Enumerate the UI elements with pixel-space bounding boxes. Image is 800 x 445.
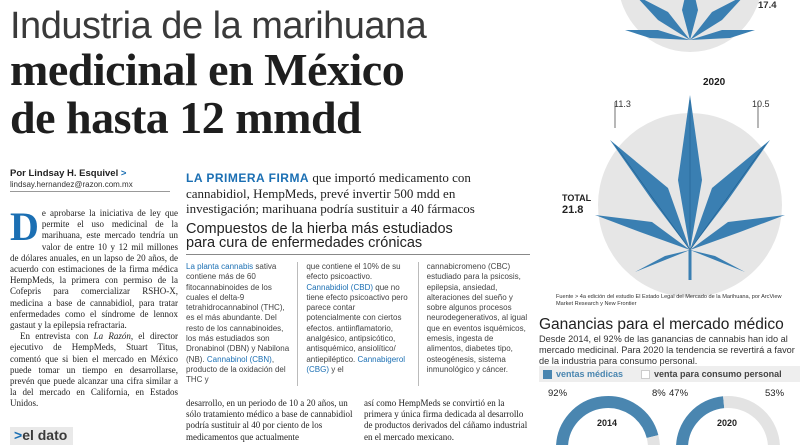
compounds-col-1: La planta cannabis sativa contiene más d… xyxy=(186,262,289,386)
headline-line-1: Industria de la marihuana xyxy=(10,5,427,47)
col-2-text-c: y el xyxy=(328,364,344,374)
leaf-veins xyxy=(614,100,766,251)
year-2014-label: 2014 xyxy=(597,418,618,428)
paragraph-2: En entrevista con La Razón, el director … xyxy=(10,331,178,409)
pct-2014-medical: 92% xyxy=(548,388,568,399)
total-value: 21.8 xyxy=(562,204,584,216)
legend-label-personal: venta para consumo personal xyxy=(654,369,782,379)
headline: Industria de la marihuana medicinal en M… xyxy=(10,6,570,142)
market-infographic xyxy=(595,0,785,297)
arc-2014-medical xyxy=(556,396,659,445)
compounds-box: Compuestos de la hierba más estudiados p… xyxy=(186,222,530,387)
value-10-5: 10.5 xyxy=(752,99,770,109)
source-note: Fuente > 4a edición del estudio El Estad… xyxy=(556,294,782,307)
compounds-title-line-1: Compuestos de la hierba más estudiados xyxy=(186,221,453,237)
col-2-text-b: que no tiene efecto psicoactivo pero par… xyxy=(306,282,408,364)
highlight-cbn: Cannabinol (CBN) xyxy=(206,354,272,364)
author-email[interactable]: lindsay.hernandez@razon.com.mx xyxy=(10,180,133,189)
el-dato-text: el dato xyxy=(22,427,68,443)
year-2020-donut-label: 2020 xyxy=(717,418,738,428)
col-2-text-a: que contiene el 10% de su efecto psicoac… xyxy=(306,262,401,282)
arc-2014-personal xyxy=(646,435,660,445)
pct-2020-personal: 53% xyxy=(765,388,785,399)
headline-line-2: medicinal en México xyxy=(10,44,405,95)
column-divider xyxy=(297,262,299,386)
highlight-cbd: Cannabidiol (CBD) xyxy=(306,282,374,292)
arc-2020-personal xyxy=(723,396,780,445)
byline-arrow-icon: > xyxy=(120,168,127,179)
author-name: Por Lindsay H. Esquivel xyxy=(10,168,119,179)
paragraph-2-publication: La Razón xyxy=(93,331,131,342)
highlight-cannabis: La planta cannabis xyxy=(186,262,254,271)
value-11-3: 11.3 xyxy=(614,99,631,109)
compounds-col-3: cannabicromeno (CBC) estudiado para la p… xyxy=(427,262,530,386)
el-dato-arrow-icon: > xyxy=(14,427,23,443)
compounds-title-line-2: para cura de enfermedades crónicas xyxy=(186,235,423,251)
earnings-title: Ganancias para el mercado médico xyxy=(539,316,784,333)
compounds-columns: La planta cannabis sativa contiene más d… xyxy=(186,262,530,386)
year-2020-label: 2020 xyxy=(703,77,726,88)
total-label: TOTAL xyxy=(562,193,592,203)
highlight-cbg: Cannabigerol (CBG) xyxy=(306,354,406,374)
article-deck: LA PRIMERA FIRMA que importó medicamento… xyxy=(186,170,526,216)
column-divider xyxy=(417,262,419,386)
headline-line-3: de hasta 12 mmdd xyxy=(10,92,362,143)
col-1-text-a: sativa contiene más de 60 fitocannabinoi… xyxy=(186,262,290,364)
article-body-bottom-1: desarrollo, en un periodo de 10 a 20 año… xyxy=(186,398,353,442)
paragraph-2-text-a: En entrevista con xyxy=(20,331,94,342)
legend-swatch-personal xyxy=(641,369,651,379)
earnings-donut-chart xyxy=(556,396,780,445)
col-3-text: cannabicromeno (CBC) estudiado para la p… xyxy=(426,262,528,374)
paragraph-2-text-b: , el director ejecutivo de HempMeds, Stu… xyxy=(10,331,178,409)
pct-2020-medical: 47% xyxy=(669,388,689,399)
leaf-icon-top xyxy=(625,0,755,40)
col-1-text-b: , producto de la oxidación del THC y xyxy=(186,354,286,385)
deck-text: que importó medicamento con cannabidiol,… xyxy=(186,170,475,216)
byline: Por Lindsay H. Esquivel > xyxy=(10,168,126,179)
el-dato-label: >el dato xyxy=(10,427,74,445)
paragraph-1-text: e aprobarse la iniciativa de ley que per… xyxy=(10,208,178,331)
arc-2020-medical xyxy=(676,396,725,445)
earnings-subtitle: Desde 2014, el 92% de las ganancias de c… xyxy=(539,334,795,366)
deck-lead: LA PRIMERA FIRMA xyxy=(186,171,310,185)
article-body-bottom-2: así como HempMeds se convirtió en la pri… xyxy=(364,398,528,442)
value-17-4: 17.4 xyxy=(758,0,777,11)
compounds-box-rule xyxy=(186,254,530,255)
compounds-box-title: Compuestos de la hierba más estudiados p… xyxy=(186,221,530,251)
earnings-legend: ventas médicas venta para consumo person… xyxy=(539,366,800,382)
compounds-col-2: que contiene el 10% de su efecto psicoac… xyxy=(306,262,409,386)
drop-cap: D xyxy=(10,204,39,249)
legend-label-medical: ventas médicas xyxy=(556,369,624,379)
pct-2014-personal: 8% xyxy=(652,388,666,399)
byline-divider xyxy=(10,191,170,192)
legend-swatch-medical xyxy=(543,369,552,379)
